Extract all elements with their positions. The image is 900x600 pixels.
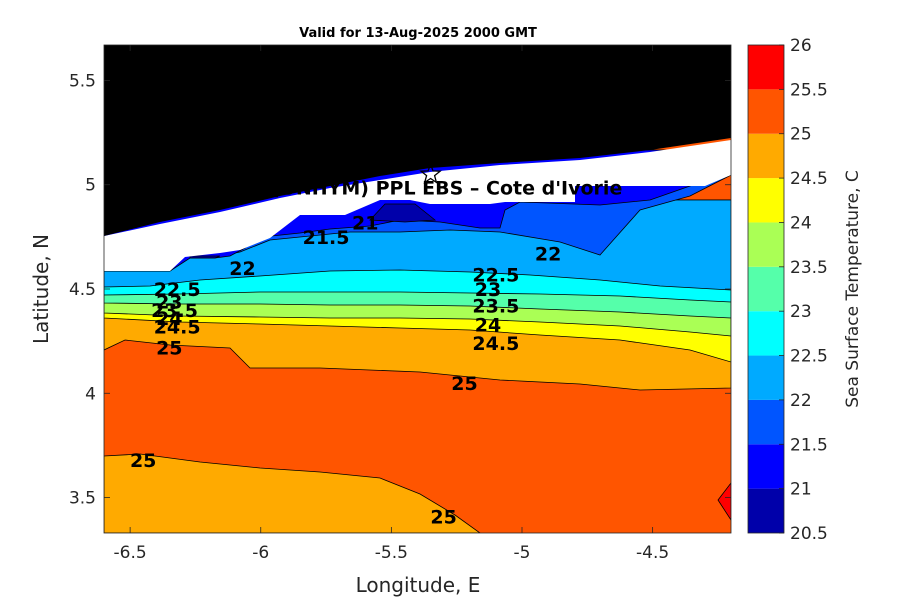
contour-label: 25: [130, 450, 156, 472]
band-24.5-25-south: [104, 453, 481, 533]
colorbar-tick-label: 25.5: [790, 80, 828, 100]
colorbar-tick-label: 24.5: [790, 169, 828, 189]
x-tick-label: -5: [514, 543, 531, 563]
y-tick-label: 4.5: [69, 280, 96, 300]
site-name: (ONHYM) PPL EBS – Cote d'Ivorie: [271, 177, 622, 199]
colorbar-segment: [748, 133, 784, 179]
contour-label: 21: [352, 212, 378, 234]
contour-label: 25: [451, 373, 477, 395]
colorbar-segment: [748, 488, 784, 533]
colorbar-segment: [748, 399, 784, 445]
colorbar-tick-label: 22: [790, 391, 812, 411]
colorbar-tick-label: 22.5: [790, 347, 828, 367]
map-title: Valid for 13-Aug-2025 2000 GMT: [299, 26, 537, 41]
contour-label: 24.5: [472, 333, 519, 355]
y-tick-label: 4: [85, 384, 96, 404]
site-prefix: A: [251, 177, 266, 199]
x-tick-label: -5.5: [375, 543, 408, 563]
colorbar-label: Sea Surface Temperature, C: [843, 170, 863, 408]
colorbar-tick-label: 24: [790, 213, 812, 233]
colorbar: 20.5 21 21.5 22 22.5 23 23.5 24 24.5 25 25.5 26: [747, 36, 828, 544]
contour-label: 23: [475, 279, 501, 301]
colorbar-segment: [748, 222, 784, 267]
contour-label: 23.5: [151, 300, 198, 322]
x-tick-label: -6.5: [114, 543, 147, 563]
contour-label: 21.5: [303, 227, 350, 249]
colorbar-segment: [748, 266, 784, 312]
y-tick-label: 3.5: [69, 489, 96, 509]
colorbar-frame: [747, 44, 785, 534]
contour-label: 23.5: [472, 296, 519, 318]
colorbar-segment: [748, 444, 784, 489]
contour-label: 24.5: [154, 317, 201, 339]
colorbar-segment: [748, 45, 784, 90]
colorbar-tick-label: 26: [790, 36, 812, 56]
contour-label: 23: [156, 292, 182, 314]
x-tick-label: -6: [252, 543, 269, 563]
colorbar-tick-label: 20.5: [790, 524, 828, 544]
y-axis-label: Latitude, N: [29, 234, 53, 344]
colorbar-tick-label: 21.5: [790, 435, 828, 455]
land-mass: [104, 45, 731, 236]
y-tick-label: 5.5: [69, 71, 96, 91]
contour-label: 24: [475, 314, 501, 336]
contour-fills: [104, 45, 731, 533]
site-star-icon: [419, 162, 442, 184]
colorbar-segment: [748, 89, 784, 134]
x-tick-label: -4.5: [636, 543, 669, 563]
colorbar-tick-label: 23.5: [790, 258, 828, 278]
contour-label: 22: [229, 258, 255, 280]
colorbar-segment: [748, 178, 784, 223]
contour-label: 22.5: [472, 264, 519, 286]
contour-label: 22.5: [154, 279, 201, 301]
x-axis-label: Longitude, E: [356, 573, 481, 597]
warm-patch: [717, 482, 731, 521]
colorbar-tick-label: 25: [790, 125, 812, 145]
site-marker: A (ONHYM) PPL EBS – Cote d'Ivorie: [251, 162, 622, 199]
colorbar-tick-label: 21: [790, 480, 812, 500]
axis-ticks: -6.5 -6 -5.5 -5 -4.5 3.5 4 4.5 5 5.5: [69, 45, 731, 563]
contour-label: 24: [156, 308, 182, 330]
y-tick-label: 5: [85, 176, 96, 196]
colorbar-tick-label: 23: [790, 302, 812, 322]
band-20.5-21: [189, 203, 437, 259]
colorbar-segment: [748, 355, 784, 400]
colorbar-segment: [748, 311, 784, 356]
contour-label: 25: [156, 337, 182, 359]
no-data-strip: [104, 140, 731, 271]
contour-label: 25: [430, 506, 456, 528]
contour-label: 22: [535, 244, 561, 266]
